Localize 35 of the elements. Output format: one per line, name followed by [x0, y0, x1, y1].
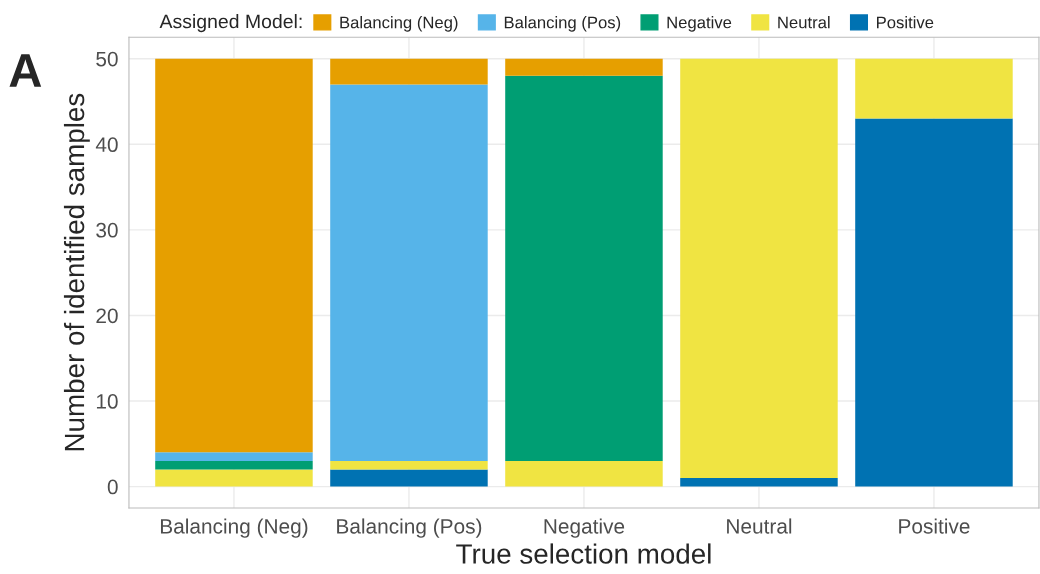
x-axis-title: True selection model — [456, 543, 711, 564]
legend-label: Balancing (Pos) — [504, 16, 621, 32]
x-tick-label: Negative — [544, 518, 625, 538]
bar — [155, 460, 313, 470]
legend-label: Negative — [667, 16, 732, 32]
y-tick-label: 30 — [96, 222, 118, 238]
y-tick-label: 10 — [96, 394, 118, 409]
x-tick-label: Balancing (Neg) — [160, 518, 308, 538]
y-tick-label: 0 — [107, 479, 118, 495]
legend-label: Neutral — [778, 16, 830, 29]
bar — [330, 84, 488, 461]
bar — [330, 469, 488, 487]
bar — [155, 469, 313, 487]
bar — [855, 58, 1013, 119]
x-tick-label: Balancing (Pos) — [337, 518, 482, 538]
bar — [155, 58, 313, 453]
bar — [855, 118, 1013, 487]
bar — [505, 460, 663, 487]
bar — [330, 460, 488, 470]
bar — [505, 75, 663, 461]
legend-label: Balancing (Neg) — [340, 16, 458, 32]
bar — [680, 478, 838, 487]
text: A — [9, 54, 42, 87]
legend-label: Positive — [877, 16, 934, 29]
x-tick-label: Positive — [899, 518, 970, 534]
bar — [680, 58, 838, 479]
y-axis-title: Number of identified samples — [63, 93, 90, 451]
legend-title: Assigned Model: — [159, 14, 302, 33]
bar — [330, 58, 488, 85]
bar — [155, 452, 313, 461]
y-tick-label: 20 — [96, 308, 118, 324]
bar — [505, 58, 663, 76]
y-tick-label: 50 — [96, 51, 118, 67]
x-tick-label: Neutral — [727, 518, 792, 534]
y-tick-label: 40 — [95, 137, 118, 153]
